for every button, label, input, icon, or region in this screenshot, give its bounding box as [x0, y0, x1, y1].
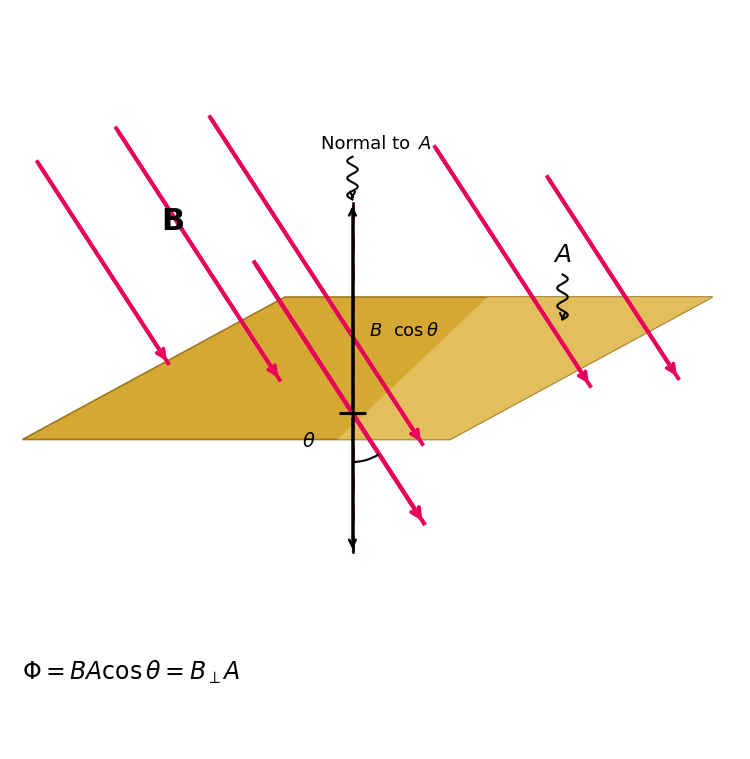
Text: $\mathbf{B}$: $\mathbf{B}$ — [161, 207, 184, 237]
Text: $B\ \ \cos\theta$: $B\ \ \cos\theta$ — [369, 322, 439, 340]
Polygon shape — [338, 297, 712, 439]
Text: $\Phi = BA\cos\theta = B_{\perp}A$: $\Phi = BA\cos\theta = B_{\perp}A$ — [22, 658, 241, 685]
Text: $A$: $A$ — [554, 243, 572, 267]
Text: $A$: $A$ — [419, 135, 433, 153]
Text: Normal to: Normal to — [321, 135, 416, 153]
Polygon shape — [22, 297, 712, 439]
Text: $\theta$: $\theta$ — [302, 432, 316, 452]
